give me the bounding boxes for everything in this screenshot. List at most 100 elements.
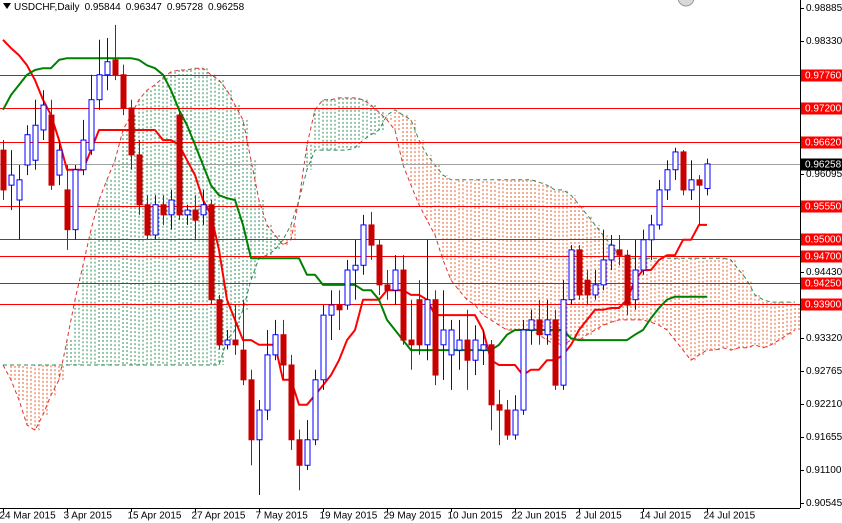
candle-body bbox=[672, 151, 679, 171]
candle-body bbox=[368, 224, 375, 246]
candle-body bbox=[336, 304, 343, 311]
y-tick-label: 0.98330 bbox=[806, 36, 842, 47]
candle-body bbox=[120, 74, 127, 109]
level-label-box bbox=[801, 250, 842, 263]
candle-body bbox=[240, 349, 247, 381]
candle-body bbox=[232, 339, 239, 346]
candle-body bbox=[56, 149, 63, 176]
candle-body bbox=[40, 104, 47, 131]
candle-body bbox=[392, 269, 399, 291]
candle-body bbox=[416, 299, 423, 346]
candle-body bbox=[328, 304, 335, 316]
y-tick-label: 0.94430 bbox=[806, 267, 842, 278]
level-label-box bbox=[801, 69, 842, 82]
candle-body bbox=[136, 154, 143, 206]
level-label: 0.97760 bbox=[805, 71, 842, 82]
candle-body bbox=[88, 99, 95, 151]
candle-body bbox=[488, 344, 495, 406]
candle-body bbox=[400, 269, 407, 341]
candle-body bbox=[224, 339, 231, 346]
level-label: 0.94700 bbox=[805, 252, 842, 263]
candle-body bbox=[552, 319, 559, 386]
y-tick-label: 0.90545 bbox=[806, 498, 842, 509]
candle-body bbox=[360, 224, 367, 266]
candle-body bbox=[648, 224, 655, 241]
candle-body bbox=[0, 149, 7, 191]
level-label: 0.95000 bbox=[805, 235, 842, 246]
candle-body bbox=[344, 269, 351, 306]
header-close: 0.96258 bbox=[208, 2, 245, 13]
candle-body bbox=[528, 319, 535, 331]
x-tick-label: 2 Jul 2015 bbox=[576, 511, 623, 522]
menu-arrow[interactable] bbox=[3, 3, 11, 9]
x-tick-label: 29 May 2015 bbox=[384, 511, 442, 522]
candle-body bbox=[96, 74, 103, 101]
y-tick-label: 0.91655 bbox=[806, 432, 842, 443]
candle-body bbox=[264, 354, 271, 411]
corner-button[interactable] bbox=[677, 0, 695, 7]
candle-body bbox=[616, 249, 623, 256]
y-tick-label: 0.92210 bbox=[806, 399, 842, 410]
candle-body bbox=[280, 334, 287, 366]
x-tick-label: 24 Mar 2015 bbox=[0, 511, 56, 522]
candle-body bbox=[640, 239, 647, 271]
level-label-box bbox=[801, 102, 842, 115]
candle-body bbox=[568, 249, 575, 301]
candle-body bbox=[312, 379, 319, 441]
candle-body bbox=[536, 319, 543, 336]
candle-body bbox=[304, 439, 311, 466]
candle-body bbox=[608, 244, 615, 261]
candle-body bbox=[696, 179, 703, 186]
x-tick-label: 27 Apr 2015 bbox=[192, 511, 246, 522]
candle-body bbox=[216, 299, 223, 346]
candle-body bbox=[664, 169, 671, 191]
candle-body bbox=[184, 209, 191, 216]
candle-body bbox=[464, 339, 471, 361]
candle-body bbox=[128, 107, 135, 156]
candle-body bbox=[200, 204, 207, 216]
level-label-box bbox=[801, 136, 842, 149]
candle-body bbox=[208, 204, 215, 301]
plot-area bbox=[0, 24, 800, 495]
candle-body bbox=[472, 339, 479, 361]
candle-body bbox=[600, 259, 607, 286]
candle-body bbox=[632, 269, 639, 301]
candle-body bbox=[544, 319, 551, 336]
level-label-box bbox=[801, 233, 842, 246]
candle-body bbox=[168, 199, 175, 216]
candle-body bbox=[64, 189, 71, 231]
candle-body bbox=[152, 204, 159, 236]
level-label-box bbox=[801, 277, 842, 290]
candle-body bbox=[24, 134, 31, 166]
x-tick-label: 24 Jul 2015 bbox=[704, 511, 756, 522]
x-tick-label: 7 May 2015 bbox=[256, 511, 309, 522]
candle-body bbox=[576, 249, 583, 296]
candle-body bbox=[248, 379, 255, 441]
candle-body bbox=[176, 114, 183, 216]
current-price-box bbox=[801, 158, 842, 171]
x-tick-label: 14 Jul 2015 bbox=[640, 511, 692, 522]
candle-body bbox=[688, 179, 695, 191]
candle-body bbox=[680, 151, 687, 191]
level-label: 0.94250 bbox=[805, 279, 842, 290]
x-tick-label: 15 Apr 2015 bbox=[128, 511, 182, 522]
level-label: 0.93900 bbox=[805, 300, 842, 311]
candle-body bbox=[520, 329, 527, 411]
candle-body bbox=[16, 179, 23, 201]
current-price-label: 0.96258 bbox=[805, 160, 842, 171]
candle-body bbox=[496, 404, 503, 411]
candle-body bbox=[656, 189, 663, 226]
candle-body bbox=[384, 284, 391, 291]
candle-body bbox=[592, 284, 599, 296]
candle-body bbox=[32, 124, 39, 161]
level-label-box bbox=[801, 200, 842, 213]
candle-body bbox=[80, 139, 87, 171]
y-tick-label: 0.98885 bbox=[806, 3, 842, 14]
candle-body bbox=[296, 439, 303, 466]
level-label: 0.97200 bbox=[805, 104, 842, 115]
y-tick-label: 0.92765 bbox=[806, 366, 842, 377]
candle-body bbox=[408, 339, 415, 346]
x-tick-label: 19 May 2015 bbox=[320, 511, 378, 522]
